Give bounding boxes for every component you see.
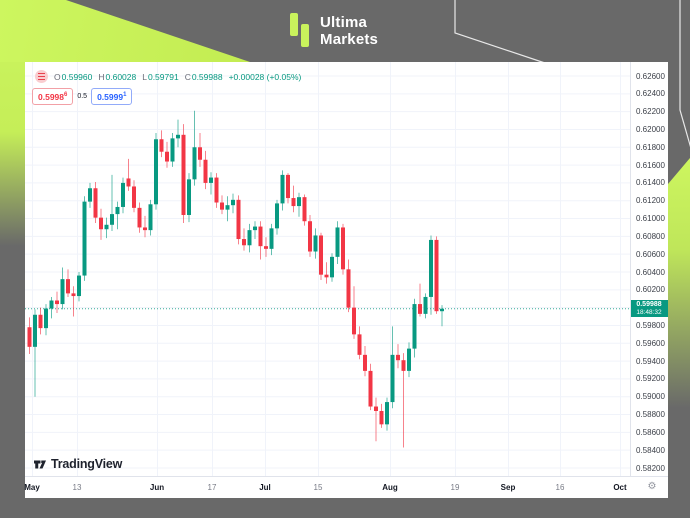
- sell-pip: 6: [64, 92, 68, 98]
- menu-icon[interactable]: [35, 70, 48, 83]
- time-tick-label: Sep: [500, 483, 516, 492]
- close-label: C: [184, 71, 191, 82]
- price-tick-label: 0.61000: [636, 214, 665, 224]
- buy-price: 0.5999: [97, 91, 124, 102]
- open-value: 0.59960: [61, 71, 93, 82]
- buy-pip: 1: [123, 92, 127, 98]
- high-label: H: [98, 71, 105, 82]
- price-tick-label: 0.60200: [636, 285, 665, 295]
- time-tick-label: Oct: [613, 483, 627, 492]
- time-tick-label: Aug: [382, 483, 398, 492]
- tradingview-name: TradingView: [51, 457, 123, 471]
- current-price-label: 0.59988 18:48:32: [630, 300, 668, 318]
- price-tick-label: 0.61400: [636, 178, 665, 188]
- gear-icon[interactable]: ⚙: [647, 481, 657, 492]
- price-tick-label: 0.58800: [636, 410, 665, 420]
- lime-wedge-decoration: [0, 0, 250, 62]
- time-tick-label: 16: [555, 483, 565, 492]
- high-value: 0.60028: [105, 71, 137, 82]
- time-tick-label: Jun: [149, 483, 165, 492]
- price-tick-label: 0.60400: [636, 267, 665, 277]
- close-value: 0.59988: [191, 71, 223, 82]
- open-label: O: [54, 71, 61, 82]
- low-label: L: [142, 71, 147, 82]
- price-tick-label: 0.60600: [636, 249, 665, 259]
- price-tick-label: 0.61800: [636, 142, 665, 152]
- price-tick-label: 0.62600: [636, 71, 665, 81]
- candlestick-plot[interactable]: [25, 62, 630, 476]
- price-tick-label: 0.58400: [636, 445, 665, 455]
- ohlc-legend: O 0.59960 H 0.60028 L 0.59791 C 0.59988 +0.0…: [35, 70, 301, 83]
- bid-ask-row: 0.59986 0.5 0.59991: [32, 88, 133, 105]
- price-tick-label: 0.59200: [636, 374, 665, 384]
- ultima-markets-logo: Ultima Markets: [290, 12, 378, 49]
- brand-line1: Ultima: [320, 13, 368, 31]
- ohlc-values: O 0.59960 H 0.60028 L 0.59791 C 0.59988 +0.0…: [54, 72, 301, 82]
- price-tick-label: 0.59000: [636, 392, 665, 402]
- price-axis[interactable]: 0.62600 0.62400 0.62200 0.62000 0.61800 0.616…: [630, 62, 668, 476]
- price-tick-label: 0.58600: [636, 427, 665, 437]
- spread-value: 0.5: [77, 92, 88, 100]
- time-tick-label: 19: [450, 483, 460, 492]
- price-tick-label: 0.61600: [636, 160, 665, 170]
- lime-left-strip-decoration: [0, 62, 25, 262]
- price-tick-label: 0.61200: [636, 196, 665, 206]
- price-tick-label: 0.59800: [636, 320, 665, 330]
- chart-plot-area[interactable]: [25, 62, 630, 476]
- price-tick-label: 0.59600: [636, 338, 665, 348]
- time-tick-label: May: [24, 483, 40, 492]
- tradingview-icon: [34, 460, 46, 469]
- current-price-value: 0.59988: [636, 301, 662, 309]
- time-tick-label: 13: [72, 483, 82, 492]
- price-tick-label: 0.62400: [636, 89, 665, 99]
- lime-right-shape-decoration: [668, 158, 690, 463]
- time-tick-label: 15: [313, 483, 323, 492]
- price-tick-label: 0.60800: [636, 231, 665, 241]
- price-tick-label: 0.59400: [636, 356, 665, 366]
- time-tick-label: Jul: [259, 483, 271, 492]
- time-tick-label: 17: [207, 483, 217, 492]
- buy-button[interactable]: 0.59991: [91, 88, 133, 105]
- chart-panel: 0.62600 0.62400 0.62200 0.62000 0.61800 0.616…: [24, 62, 668, 498]
- price-tick-label: 0.58200: [636, 463, 665, 473]
- change-value: +0.00028 (+0.05%): [228, 71, 302, 82]
- brand-line2: Markets: [320, 30, 379, 48]
- tradingview-attribution[interactable]: TradingView: [33, 457, 122, 471]
- sell-price: 0.5998: [38, 91, 64, 102]
- price-tick-label: 0.62200: [636, 107, 665, 117]
- sell-button[interactable]: 0.59986: [32, 88, 74, 105]
- bar-countdown: 18:48:32: [636, 309, 662, 317]
- low-value: 0.59791: [147, 71, 179, 82]
- price-tick-label: 0.62000: [636, 124, 665, 134]
- ultima-markets-logo-icon: [290, 12, 311, 49]
- ultima-markets-logo-text: Ultima Markets: [320, 14, 378, 48]
- time-axis[interactable]: ⚙ May 13 Jun 17 Jul 15 Aug 19 Sep 16 Oct: [24, 476, 668, 498]
